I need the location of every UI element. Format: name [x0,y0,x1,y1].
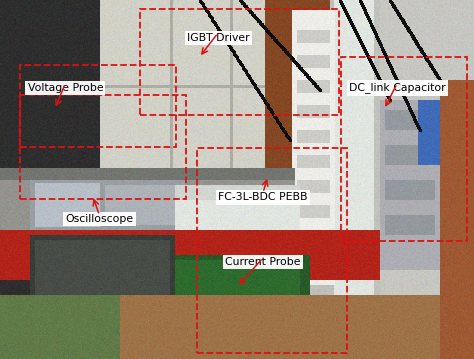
Text: Voltage Probe: Voltage Probe [27,83,103,93]
Bar [20,95,186,199]
Text: Current Probe: Current Probe [225,257,301,267]
Bar [20,65,176,147]
Bar [197,148,347,353]
Text: FC-3L-BDC PEBB: FC-3L-BDC PEBB [219,192,308,202]
Text: Oscilloscope: Oscilloscope [65,214,134,224]
Text: DC_link Capacitor: DC_link Capacitor [349,83,446,93]
Text: IGBT Driver: IGBT Driver [187,33,249,43]
Bar [341,57,467,241]
Bar [140,9,339,115]
